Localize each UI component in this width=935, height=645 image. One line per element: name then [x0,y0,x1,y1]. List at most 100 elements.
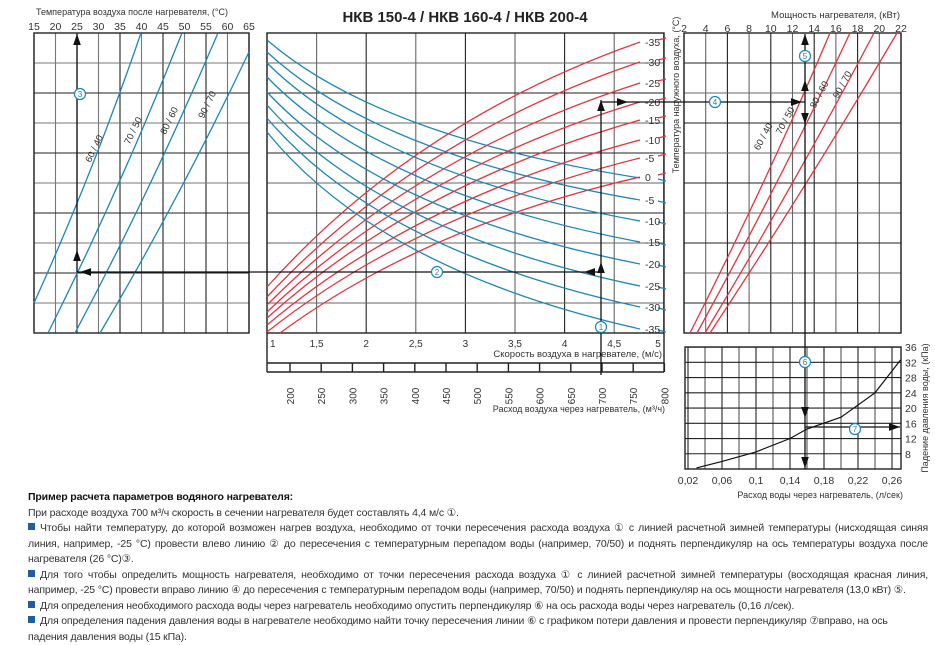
x-tick-label: 60 [222,21,234,33]
flow-tick-label: 650 [567,387,578,404]
power-axis-title: Мощность нагревателя, (кВт) [771,10,900,21]
outdoor-temp-label: -15 [645,115,660,127]
x-tick-label: 30 [93,21,105,33]
outdoor-temp-curve-blue [267,77,640,242]
outdoor-temp-label: 0 [645,172,651,184]
example-line: Чтобы найти температуру, до которой возм… [28,521,928,537]
outdoor-temp-label: -35 [645,37,660,49]
outdoor-temp-label: -25 [645,281,660,293]
flow-tick-label: 800 [660,387,671,404]
label-tick [658,173,666,175]
flow-water-tick-label: 0,18 [814,475,835,487]
pressure-tick-label: 8 [905,449,911,461]
x-tick-label: 50 [179,21,191,33]
example-heading: Пример расчета параметров водяного нагре… [28,490,928,506]
curve-label: 60 / 40 [83,133,106,164]
step-marker-number: 3 [78,90,83,99]
label-tick [658,201,666,203]
arrow-up-icon [801,34,809,45]
outdoor-temp-label: -30 [645,57,660,69]
step-marker-number: 4 [713,98,718,107]
label-tick [658,154,666,156]
pressure-tick-label: 12 [905,434,917,446]
example-line: линия, например, -25 °C) провести влево … [28,537,928,553]
x-tick-label: 40 [136,21,148,33]
flow-tick-label: 700 [598,387,609,404]
curve-label: 70 / 50 [774,105,797,136]
bullet-icon [28,523,35,530]
outdoor-temp-label: -20 [645,259,660,271]
speed-tick-label: 2,5 [409,339,423,350]
speed-tick-label: 1 [270,339,276,350]
outdoor-temp-label: -25 [645,78,660,90]
outdoor-temp-label: -20 [645,97,660,109]
arrow-right-icon [791,98,802,106]
flow-tick-label: 450 [442,387,453,404]
example-text: Для определения необходимого расхода вод… [40,600,794,612]
flow-water-tick-label: 0,06 [712,475,733,487]
bullet-icon [28,601,35,608]
pressure-drop-curve [697,360,901,468]
axis-title: Температура воздуха после нагревателя, (… [36,7,228,17]
pressure-tick-label: 20 [905,403,917,415]
example-line: нагревателя (26 °C)③. [28,552,928,568]
flow-tick-label: 600 [536,387,547,404]
flow-water-tick-label: 0,14 [780,475,801,487]
arrow-up-icon [73,250,81,261]
outdoor-temp-curve-blue [267,105,640,286]
flow-tick-label: 200 [286,387,297,404]
x-tick-label: 65 [243,21,255,33]
outdoor-temp-label: -30 [645,302,660,314]
flow-water-tick-label: 0,1 [749,475,764,487]
flow-water-tick-label: 0,02 [678,475,699,487]
outdoor-temp-curve-red [267,62,640,297]
temp-curve-90/70 [100,52,249,333]
arrow-down-icon [801,457,809,468]
outdoor-temp-label: -5 [645,195,654,207]
flow-tick-label: 300 [348,387,359,404]
outdoor-temp-label: -10 [645,135,660,147]
outdoor-temp-curve-red [267,158,640,332]
calculation-example: Пример расчета параметров водяного нагре… [28,490,928,645]
flow-axis-title: Расход воздуха через нагреватель, (м³/ч) [493,404,665,414]
speed-tick-label: 2 [363,339,369,350]
example-text: Для определения падения давления воды в … [40,615,888,627]
curve-label: 90 / 70 [831,69,854,100]
example-line: например, -25 °C) провести вправо линию … [28,583,928,599]
flow-tick-label: 250 [317,387,328,404]
step-marker-number: 5 [803,52,808,61]
bullet-icon [28,616,35,623]
arrow-right-icon [889,423,900,431]
speed-tick-label: 3 [463,339,469,350]
pressure-tick-label: 32 [905,357,917,369]
curve-label: 90 / 70 [196,89,219,120]
outdoor-temp-label: -5 [645,153,654,165]
flow-water-tick-label: 0,26 [882,475,903,487]
outdoor-temp-curve-red [267,120,640,318]
arrow-right-icon [617,98,628,106]
x-tick-label: 15 [28,21,40,33]
x-tick-label: 55 [200,21,212,33]
arrow-down-icon [801,113,809,124]
curve-label: 80 / 60 [808,79,831,110]
flow-tick-label: 350 [380,387,391,404]
arrow-down-icon [801,407,809,418]
speed-tick-label: 1,5 [310,339,324,350]
outdoor-temp-label: -15 [645,237,660,249]
x-tick-label: 45 [157,21,169,33]
arrow-left-icon [80,268,91,276]
example-line: При расходе воздуха 700 м³/ч скорость в … [28,506,928,522]
flow-tick-label: 500 [473,387,484,404]
bullet-icon [28,570,35,577]
example-line: падения давления воды (15 кПа). [28,630,928,645]
flow-water-tick-label: 0,22 [848,475,869,487]
outdoor-temp-axis-title: Температура наружного воздуха, (°C) [671,17,681,174]
arrow-up-icon [73,34,81,45]
step-marker-number: 2 [435,268,440,277]
x-tick-label: 25 [71,21,83,33]
example-text: Чтобы найти температуру, до которой возм… [40,522,928,534]
flow-tick-label: 750 [629,387,640,404]
outdoor-temp-curve-red [267,42,640,287]
flow-tick-label: 550 [504,387,515,404]
x-tick-label: 20 [50,21,62,33]
